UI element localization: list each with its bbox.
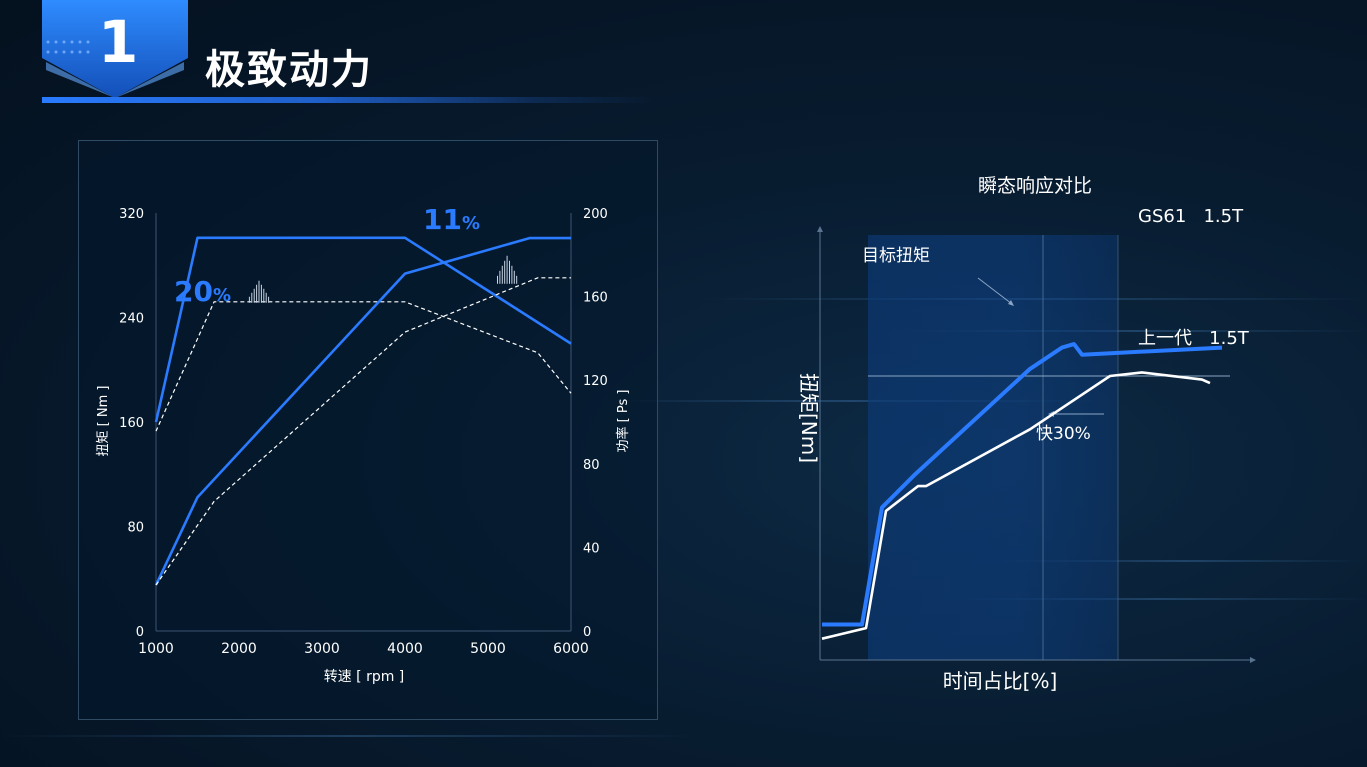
target-torque-pointer — [977, 277, 1013, 305]
x-tick-label: 1000 — [138, 641, 174, 657]
y-tick-left-label: 160 — [119, 416, 144, 431]
legend-gs61: GS61 1.5T — [1138, 206, 1244, 227]
torque-new-line — [154, 236, 572, 423]
background-streak — [900, 330, 1367, 332]
response-band — [868, 235, 1118, 660]
x-tick-label: 4000 — [387, 641, 423, 657]
target-torque-label: 目标扭矩 — [862, 246, 930, 266]
torque-power-chart: 1000 2000 3000 4000 5000 60000801602403200408… — [96, 203, 631, 685]
y-tick-left-label: 240 — [119, 312, 144, 327]
legend-previous: 上一代 1.5T — [1138, 328, 1250, 349]
y-tick-left-label: 0 — [136, 625, 144, 640]
previous-response-line — [821, 371, 1211, 640]
up-arrow-icon — [496, 255, 518, 284]
x-axis-arrow — [1250, 657, 1256, 663]
y-axis-left-label: 扭矩 [ Nm ] — [96, 386, 111, 457]
background-streak — [1000, 560, 1367, 562]
y-axis-right-label: 功率 [ Ps ] — [615, 390, 631, 453]
title-underline — [42, 97, 657, 103]
torque-power-chart-panel: 1000 2000 3000 4000 5000 6000 0 80 160 240 320 0 40 8… — [78, 140, 658, 720]
increase-annotation: 20% — [174, 275, 231, 308]
background-streak — [950, 598, 1367, 600]
y-tick-right-label: 0 — [583, 625, 591, 640]
y-tick-right-label: 80 — [583, 458, 600, 473]
chart-title: 瞬态响应对比 — [978, 175, 1092, 197]
x-axis-label: 时间占比[%] — [943, 669, 1058, 693]
up-arrow-icon — [248, 280, 270, 303]
x-tick-label: 5000 — [470, 641, 506, 657]
y-tick-right-label: 160 — [583, 291, 608, 306]
torque-old-line — [155, 301, 572, 432]
y-tick-right-label: 40 — [583, 541, 600, 556]
y-axis-label: 扭矩[Nm] — [797, 373, 821, 463]
x-tick-label: 2000 — [221, 641, 257, 657]
gs61-response-line — [822, 342, 1223, 627]
power-old-line — [155, 277, 571, 586]
increase-value: 11 — [423, 203, 462, 236]
power-new-line — [154, 236, 571, 586]
transient-response-chart: 瞬态响应对比 GS61 1.5T 上一代 1.5T 目标扭矩 快30% 时间占比… — [797, 175, 1256, 693]
y-tick-left-label: 80 — [127, 521, 144, 536]
background-streak — [600, 400, 1100, 402]
y-tick-left-label: 320 — [119, 207, 144, 222]
increase-annotation: 11% — [423, 203, 480, 236]
faster-label: 快30% — [1036, 424, 1091, 444]
y-tick-right-label: 200 — [583, 207, 608, 222]
section-number: 1 — [98, 8, 139, 76]
y-axis-arrow — [817, 226, 823, 232]
increase-unit: % — [213, 285, 231, 306]
background-streak — [0, 735, 700, 737]
x-axis-label: 转速 [ rpm ] — [324, 669, 405, 685]
target-torque-pointer-head — [1008, 300, 1014, 306]
increase-unit: % — [462, 213, 480, 234]
increase-value: 20 — [174, 275, 213, 308]
page-title: 极致动力 — [205, 47, 373, 93]
y-tick-right-label: 120 — [583, 374, 608, 389]
section-badge — [42, 0, 188, 98]
x-tick-label: 6000 — [553, 641, 589, 657]
x-tick-label: 3000 — [304, 641, 340, 657]
